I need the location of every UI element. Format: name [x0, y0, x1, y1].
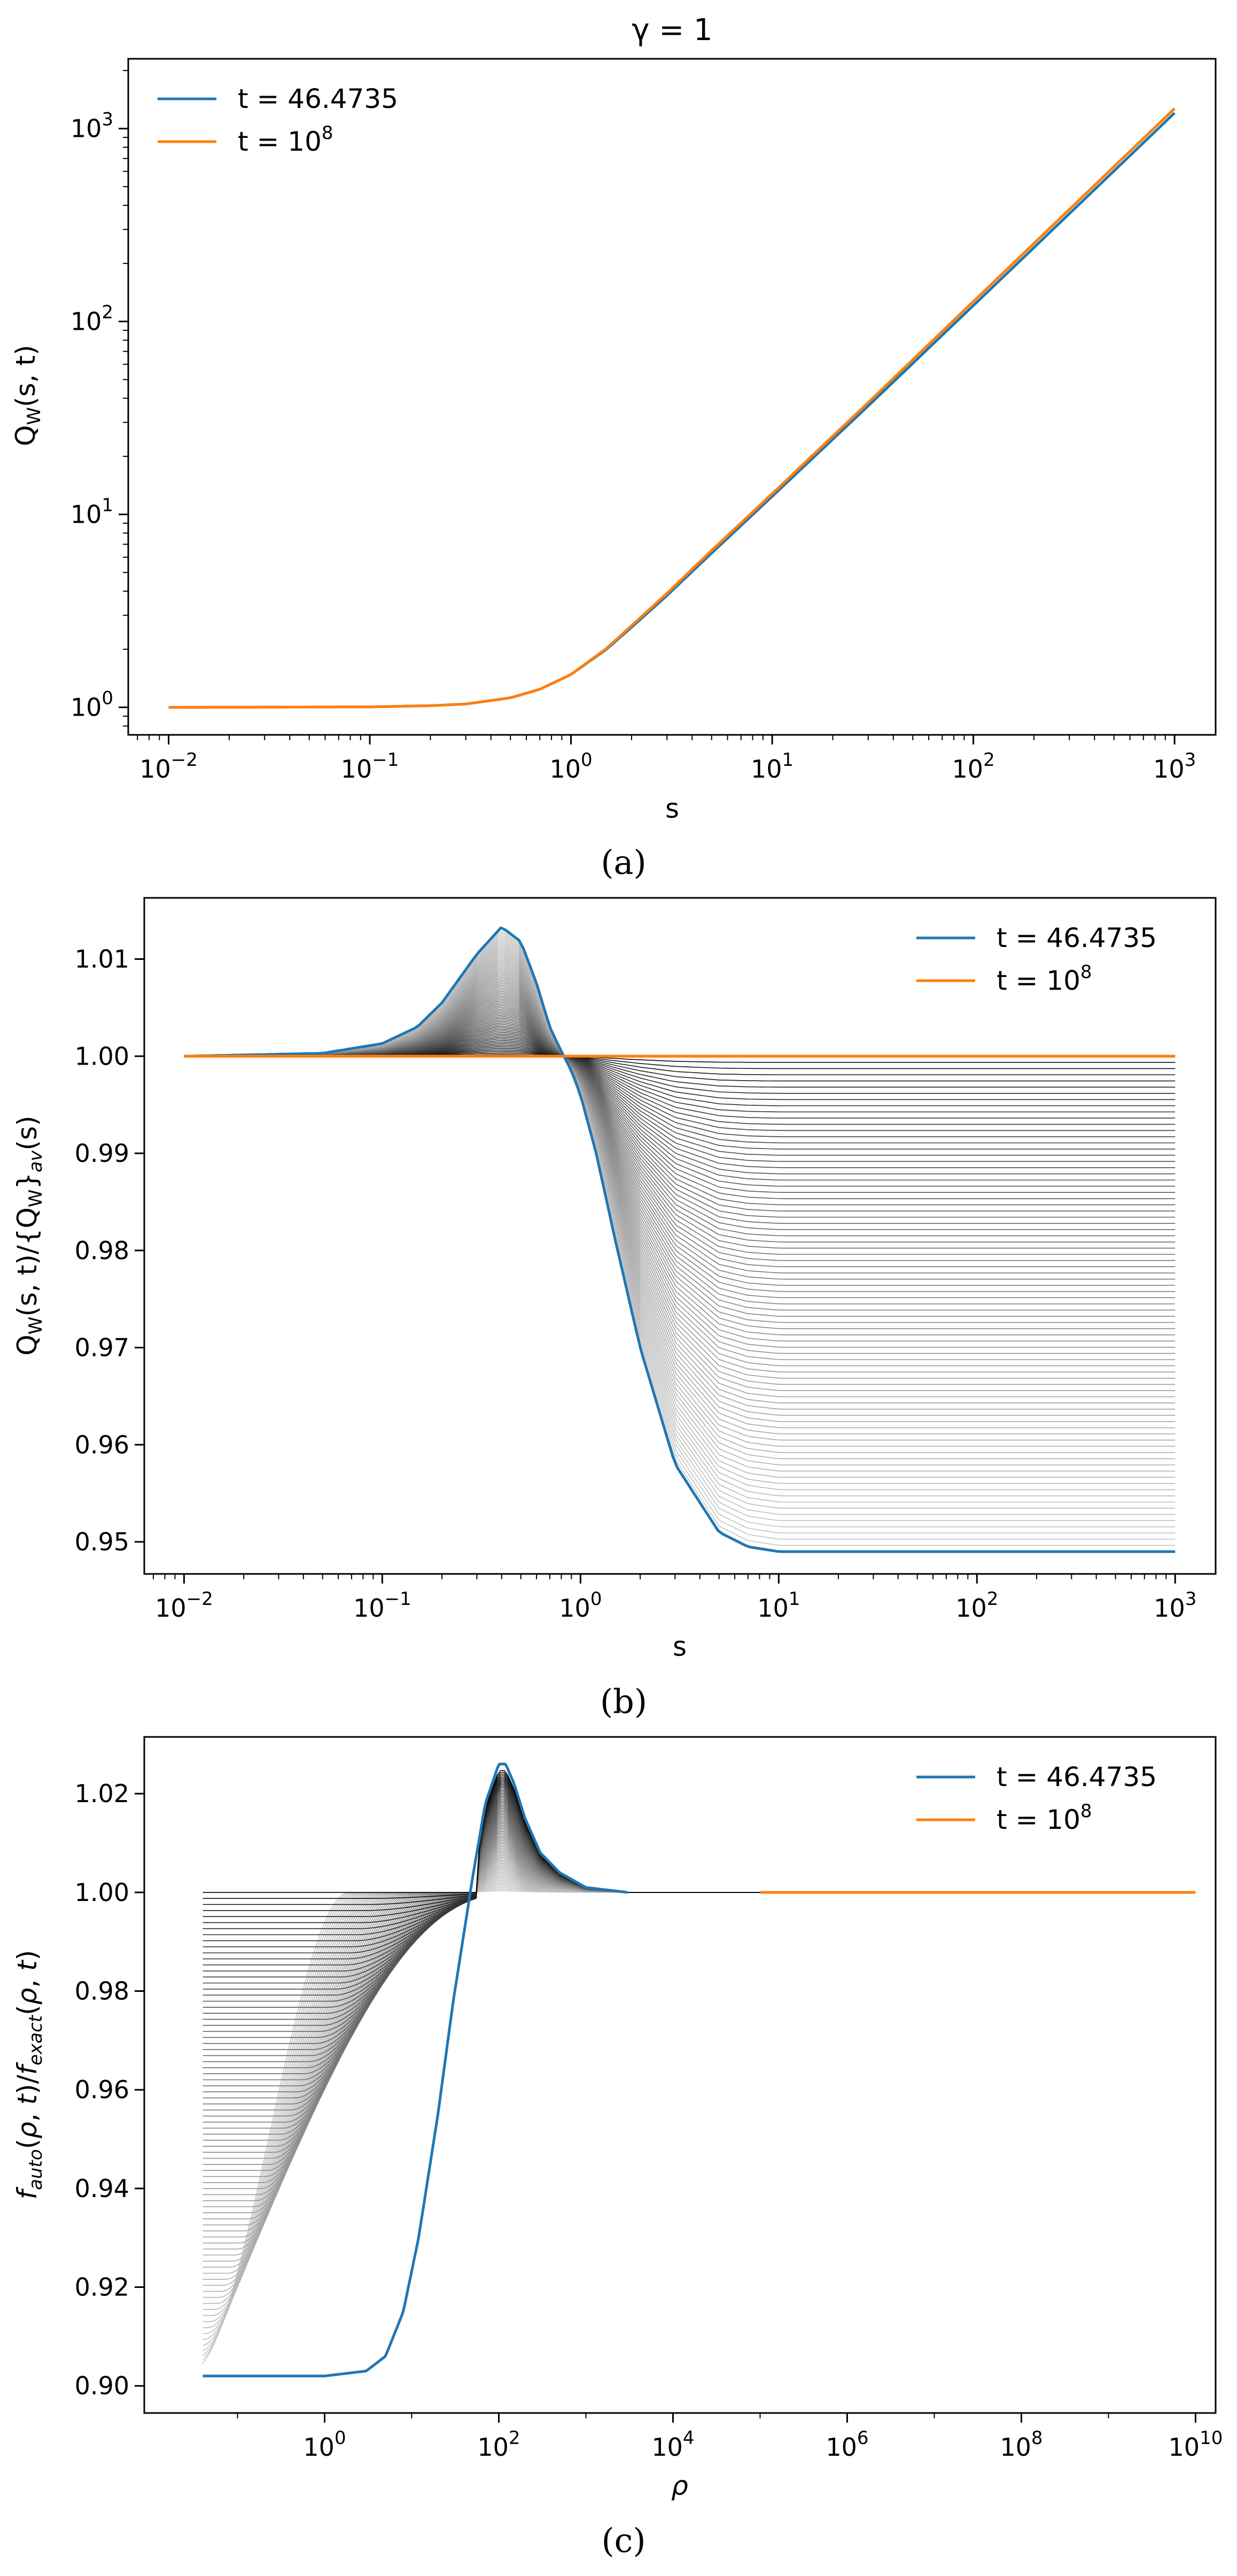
panel-c-caption: (c) [601, 2521, 645, 2560]
x-tick-label: 10−1 [341, 749, 399, 783]
svg-text:fauto(ρ, t)/fexact(ρ, t): fauto(ρ, t)/fexact(ρ, t) [12, 1950, 46, 2200]
legend-label: t = 108 [997, 1801, 1092, 1835]
legend-label: t = 46.4735 [997, 922, 1157, 953]
legend: t = 46.4735 t = 108 [158, 83, 398, 157]
panel-a-caption: (a) [601, 843, 646, 882]
y-tick-label: 0.94 [75, 2174, 129, 2203]
x-tick-label: 1010 [1169, 2427, 1223, 2462]
panel-a-axes-frame [127, 58, 1217, 736]
panel-b-lines [184, 926, 1176, 1553]
x-tick-label: 100 [559, 1588, 602, 1623]
y-tick-label: 1.00 [75, 1042, 129, 1070]
series-line-blue [203, 1763, 628, 2378]
y-tick-label: 0.98 [75, 1977, 129, 2006]
y-tick-label: 1.01 [75, 945, 129, 974]
y-tick-label: 0.92 [75, 2273, 129, 2302]
panel-c-lines [202, 1763, 1196, 2378]
y-tick-label: 0.95 [75, 1527, 129, 1556]
y-axis-label: fauto(ρ, t)/fexact(ρ, t) [12, 1950, 46, 2200]
y-tick-label: 0.97 [75, 1333, 129, 1362]
x-tick-label: 100 [549, 749, 592, 783]
y-tick-label: 0.90 [75, 2371, 129, 2400]
x-tick-label: 10−2 [139, 749, 198, 783]
series-line-orange [168, 107, 1176, 709]
legend-label: t = 108 [997, 961, 1092, 996]
y-tick-label: 1.00 [75, 1878, 129, 1907]
legend-label: t = 108 [238, 122, 333, 157]
panel-b-ticks: 10−2 10−1 100 101 102 103 0.95 0.96 0.97 0.98 0.99… [75, 945, 1197, 1623]
y-tick-label: 103 [71, 109, 113, 143]
x-tick-label: 101 [757, 1588, 800, 1623]
legend: t = 46.4735 t = 108 [916, 1762, 1157, 1835]
legend-label: t = 46.4735 [997, 1762, 1157, 1793]
y-axis-label: QW(s, t) [10, 345, 45, 446]
y-tick-label: 0.98 [75, 1236, 129, 1265]
x-tick-label: 103 [1153, 749, 1196, 783]
chart-title: γ = 1 [632, 13, 712, 48]
panel-c-axes-frame [143, 1736, 1217, 2414]
x-axis-label: s [665, 793, 679, 824]
panel-a: γ = 1 10−2 10−1 100 101 102 103 100 101 102 103 s… [10, 13, 1217, 882]
series-line-blue [184, 926, 1176, 1553]
x-tick-label: 106 [826, 2427, 868, 2462]
x-tick-label: 102 [955, 1588, 998, 1623]
y-tick-label: 102 [71, 302, 113, 336]
x-tick-label: 104 [651, 2427, 694, 2462]
panel-b-caption: (b) [600, 1682, 647, 1721]
x-tick-label: 102 [952, 749, 995, 783]
x-tick-label: 10−1 [353, 1588, 411, 1623]
legend: t = 46.4735 t = 108 [916, 922, 1157, 996]
y-tick-label: 101 [71, 495, 113, 529]
x-tick-label: 101 [751, 749, 793, 783]
panel-c: 100 102 104 106 108 1010 0.90 0.92 0.94 0.96 0.98 1… [12, 1736, 1223, 2560]
panel-a-lines [168, 107, 1176, 709]
y-tick-label: 0.96 [75, 2075, 129, 2104]
legend-label: t = 46.4735 [238, 83, 398, 114]
x-tick-label: 102 [477, 2427, 520, 2462]
panel-a-ticks: 10−2 10−1 100 101 102 103 100 101 102 103 [71, 69, 1196, 783]
panel-c-ticks: 100 102 104 106 108 1010 0.90 0.92 0.94 0.96 0.98 1… [75, 1779, 1223, 2462]
y-tick-label: 100 [71, 688, 113, 722]
y-tick-label: 0.96 [75, 1430, 129, 1459]
y-tick-label: 0.99 [75, 1139, 129, 1168]
panel-b: 10−2 10−1 100 101 102 103 0.95 0.96 0.97 0.98 0.99… [12, 897, 1217, 1721]
x-tick-label: 108 [1000, 2427, 1042, 2462]
x-axis-label: s [673, 1631, 687, 1662]
panel-b-axes-frame [143, 897, 1217, 1575]
x-axis-label: ρ [671, 2470, 688, 2501]
y-tick-label: 1.02 [75, 1779, 129, 1808]
x-tick-label: 10−2 [155, 1588, 213, 1623]
x-tick-label: 103 [1154, 1588, 1196, 1623]
svg-text:QW(s, t): QW(s, t) [10, 345, 45, 446]
x-tick-label: 100 [303, 2427, 346, 2462]
